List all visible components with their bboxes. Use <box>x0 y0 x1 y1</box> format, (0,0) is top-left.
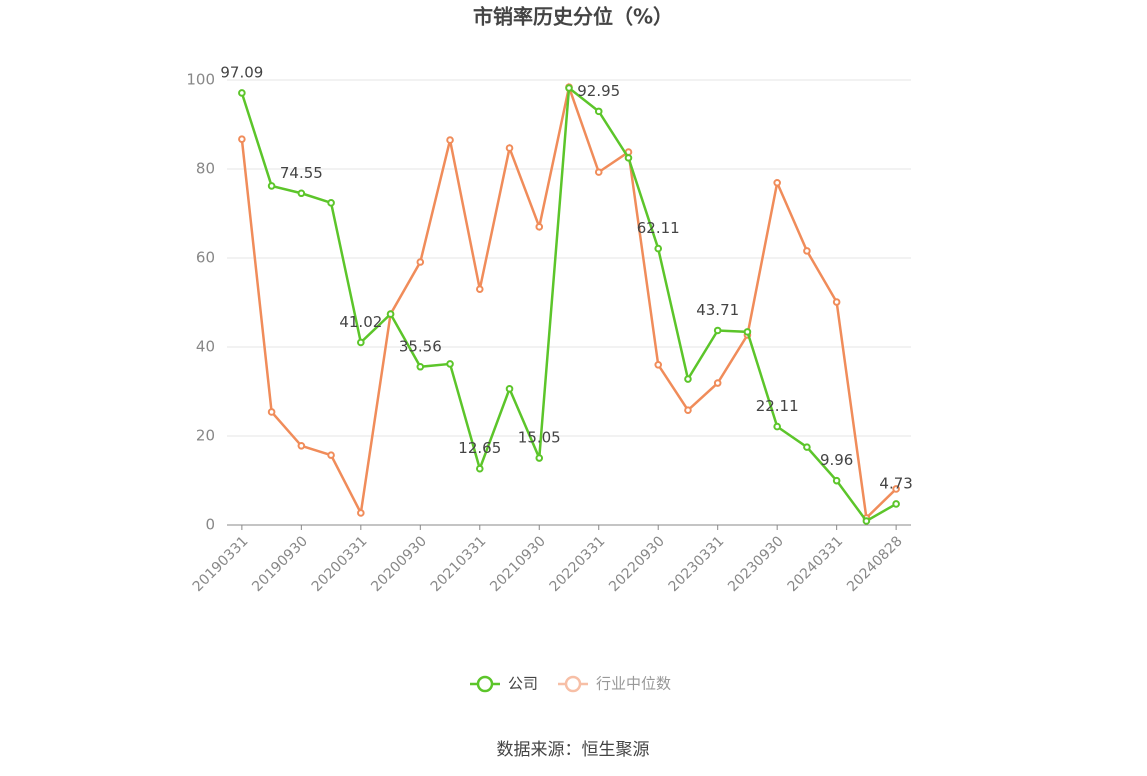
x-tick-label: 20190331 <box>190 533 252 595</box>
x-tick-label: 20200930 <box>368 533 430 595</box>
data-point <box>684 375 692 383</box>
x-tick-label: 20210331 <box>428 533 490 595</box>
data-point <box>416 362 425 371</box>
data-point <box>327 199 335 207</box>
data-point <box>713 379 722 387</box>
data-point <box>624 154 633 162</box>
data-point <box>416 258 425 266</box>
data-label: 35.56 <box>399 337 442 355</box>
data-label: 92.95 <box>577 82 620 100</box>
data-point <box>238 135 246 143</box>
data-point <box>267 182 276 190</box>
data-label: 43.71 <box>696 301 739 319</box>
legend-label: 行业中位数 <box>596 675 671 693</box>
data-point <box>357 509 365 517</box>
data-point <box>535 454 544 462</box>
data-label: 74.55 <box>280 164 323 182</box>
data-point <box>892 500 900 508</box>
x-tick-label: 20200331 <box>309 533 371 595</box>
x-tick-label: 20240331 <box>785 533 847 595</box>
x-tick-label: 20210930 <box>487 533 549 595</box>
series-line <box>240 82 898 521</box>
data-point <box>594 168 603 176</box>
legend-marker <box>564 675 582 693</box>
data-point <box>505 144 514 152</box>
data-point <box>862 517 871 525</box>
data-point <box>475 285 484 293</box>
data-point <box>832 298 841 306</box>
data-point <box>773 422 781 431</box>
data-point <box>267 408 276 416</box>
data-point <box>565 84 573 92</box>
data-point <box>505 385 514 393</box>
data-label: 97.09 <box>220 63 263 81</box>
data-point <box>297 441 306 450</box>
data-label: 22.11 <box>756 397 799 415</box>
data-point <box>446 136 454 144</box>
data-point <box>654 361 663 369</box>
x-tick-label: 20220930 <box>606 533 668 595</box>
data-point <box>594 107 603 116</box>
data-point <box>832 476 841 485</box>
x-tick-label: 20240828 <box>844 533 906 595</box>
data-point <box>475 464 484 473</box>
data-point <box>446 360 454 368</box>
data-label: 12.65 <box>458 439 501 457</box>
data-point <box>684 406 692 414</box>
data-point <box>713 326 722 335</box>
data-point <box>803 443 811 451</box>
data-point <box>892 485 900 493</box>
legend-label: 公司 <box>508 675 538 693</box>
source-note: 数据来源：恒生聚源 <box>497 740 650 760</box>
data-point <box>803 247 811 255</box>
data-label: 4.73 <box>879 474 912 492</box>
x-tick-label: 20190930 <box>249 533 311 595</box>
legend-marker <box>476 675 494 693</box>
x-tick-label: 20230930 <box>725 533 787 595</box>
data-label: 9.96 <box>820 451 853 469</box>
data-point <box>327 451 335 459</box>
data-point <box>535 223 544 231</box>
data-label: 41.02 <box>339 313 382 331</box>
y-tick-label: 40 <box>196 338 215 356</box>
data-label: 15.05 <box>518 429 561 447</box>
data-point <box>386 310 395 318</box>
series-line <box>240 85 897 523</box>
data-point <box>297 189 306 198</box>
x-tick-label: 20230331 <box>666 533 728 595</box>
data-point <box>743 328 752 336</box>
y-tick-label: 60 <box>196 249 215 267</box>
y-tick-label: 80 <box>196 160 215 178</box>
data-point <box>654 244 663 253</box>
data-label: 62.11 <box>637 219 680 237</box>
chart-title: 市销率历史分位（%） <box>473 5 673 29</box>
y-tick-label: 100 <box>186 71 215 89</box>
x-tick-label: 20220331 <box>547 533 609 595</box>
data-point <box>357 338 365 347</box>
y-tick-label: 20 <box>196 427 215 445</box>
y-tick-label: 0 <box>205 516 215 534</box>
data-point <box>238 89 246 97</box>
data-point <box>773 178 781 187</box>
